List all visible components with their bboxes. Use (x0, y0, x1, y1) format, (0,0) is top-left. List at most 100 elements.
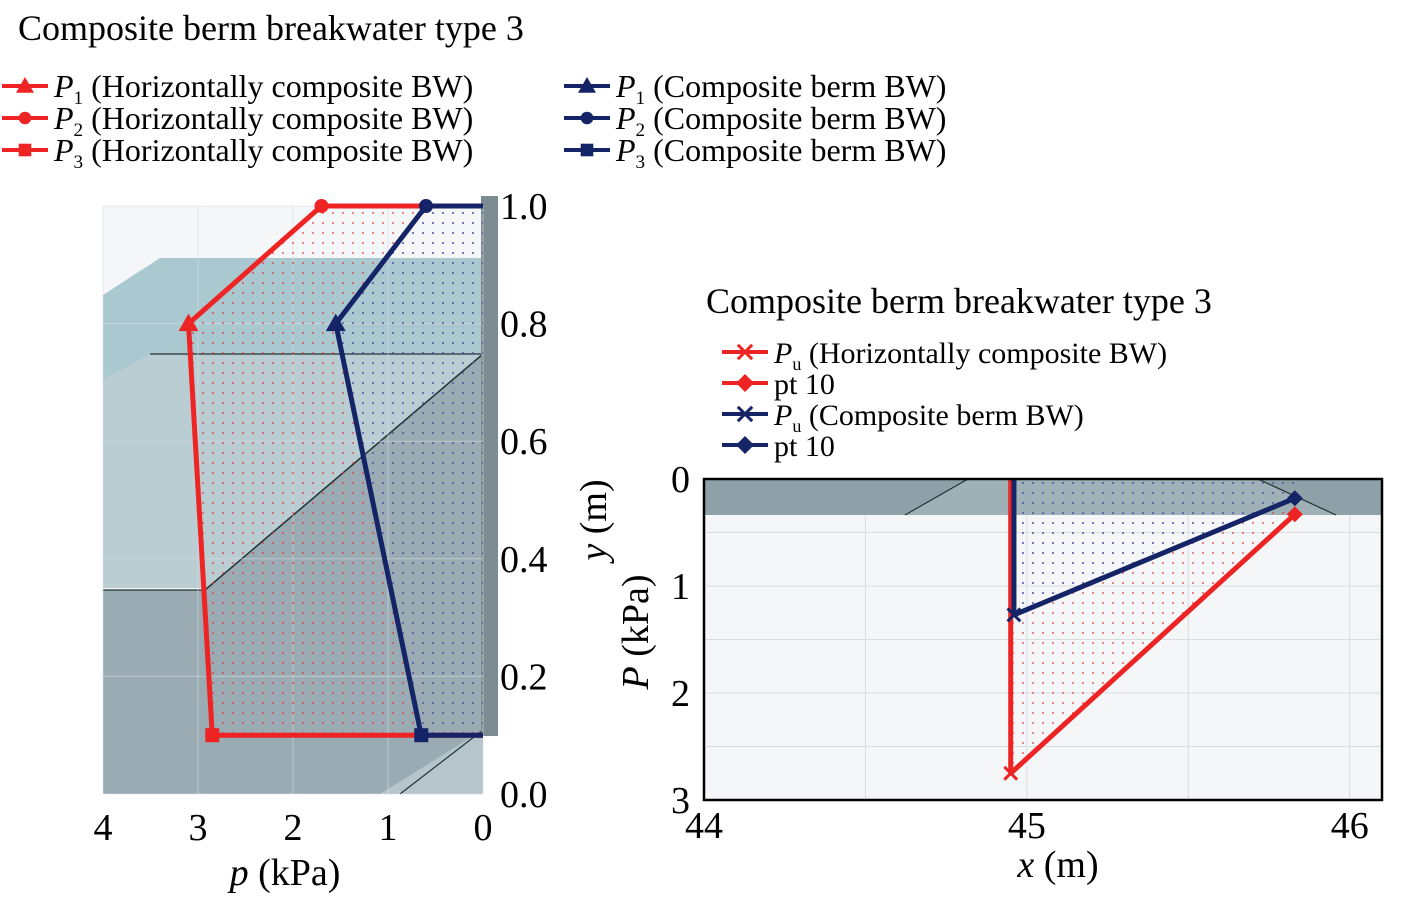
left-legend-entry-text: (Composite berm BW) (645, 68, 946, 104)
left-series-marker-berm-square (414, 728, 429, 743)
left-caisson-wall (481, 196, 498, 736)
left-legend-entry-label: P3 (Composite berm BW) (615, 132, 946, 173)
right-y-tick-label: 3 (671, 780, 690, 822)
right-legend-entry-label: Pu (Composite berm BW) (773, 399, 1084, 436)
left-axes: 4 3 2 1 00.0 0.2 0.4 0.6 0.8 1.0 (94, 186, 548, 849)
right-legend-entry-subscript: u (792, 416, 801, 436)
left-legend-entry-1: P2 (Horizontally composite BW) (2, 100, 473, 141)
left-legend-entry-marker-icon (18, 143, 32, 157)
left-y-tick-label: 0.2 (500, 656, 548, 698)
left-legend-entry-text: (Horizontally composite BW) (83, 132, 473, 168)
left-legend-entry-text: (Composite berm BW) (645, 132, 946, 168)
right-legend-entry-subscript: u (792, 354, 801, 374)
left-legend-entry-label: P2 (Composite berm BW) (615, 100, 946, 141)
left-legend-entry-subscript: 3 (74, 152, 84, 173)
right-plot-frame (702, 477, 1384, 802)
left-legend-entry-label: P2 (Horizontally composite BW) (53, 100, 473, 141)
right-legend-entry-marker-icon-stroke-b (736, 405, 754, 423)
right-area-berm (1013, 479, 1295, 615)
right-legend-entry-symbol: P (773, 337, 792, 370)
right-legend-entry-marker-icon (736, 374, 754, 392)
left-legend-entry-2: P3 (Horizontally composite BW) (2, 132, 473, 173)
right-series-marker-horiz-x-stroke-b (1003, 765, 1019, 781)
right-series-marker-berm-x (1006, 607, 1022, 623)
left-legend-entry-symbol: P (53, 132, 74, 168)
left-legend-entry-label: P1 (Composite berm BW) (615, 68, 946, 109)
right-plot-area (1003, 479, 1303, 781)
right-legend-entry-marker-icon (736, 436, 754, 454)
right-chart-title: Composite berm breakwater type 3 (706, 281, 1212, 321)
left-legend-entry-label: P3 (Horizontally composite BW) (53, 132, 473, 173)
left-legend-entry-text: (Horizontally composite BW) (83, 68, 473, 104)
left-series-marker-horiz-triangle (178, 313, 199, 332)
right-legend-entry-1: pt 10 (722, 368, 835, 401)
left-legend-entry-symbol: P (615, 68, 636, 104)
right-series-marker-horiz-x (1003, 765, 1019, 781)
left-plot-area (178, 199, 483, 743)
left-legend-entry-text: (Composite berm BW) (645, 100, 946, 136)
left-legend-entry-text: (Horizontally composite BW) (83, 100, 473, 136)
right-legend-entry-text: pt 10 (774, 368, 835, 401)
left-y-axis-label: y (m) (573, 479, 615, 564)
left-legend-entry-4: P2 (Composite berm BW) (564, 100, 946, 141)
right-legend-entry-text: (Composite berm BW) (801, 399, 1083, 432)
left-x-tick-label: 3 (189, 807, 208, 849)
left-legend-entry-0: P1 (Horizontally composite BW) (2, 68, 473, 109)
left-y-tick-label: 1.0 (500, 186, 548, 228)
right-legend-entry-label: Pu (Horizontally composite BW) (773, 337, 1167, 374)
right-series-marker-horiz-diamond (1286, 506, 1303, 523)
left-legend-entry-5: P3 (Composite berm BW) (564, 132, 946, 173)
left-x-axis-label: p (kPa) (227, 852, 341, 894)
right-y-tick-label: 2 (671, 673, 690, 715)
left-legend-entry-symbol: P (53, 100, 74, 136)
right-x-axis-label: x (m) (1016, 844, 1098, 886)
right-axes: 44 45 46 0 1 2 3 (671, 459, 1384, 847)
left-series-marker-horiz-square (205, 728, 220, 743)
right-legend-entry-label: pt 10 (774, 430, 835, 463)
right-y-tick-label: 0 (671, 459, 690, 501)
left-series-marker-berm-triangle (325, 313, 346, 332)
right-x-tick-label: 44 (685, 805, 723, 847)
right-series-marker-berm-x-stroke-b (1006, 607, 1022, 623)
left-legend-entry-subscript: 1 (74, 88, 84, 109)
left-toe-edge (399, 729, 484, 795)
left-y-tick-label: 0.8 (500, 304, 548, 346)
left-legend-entry-subscript: 3 (636, 152, 646, 173)
right-chart: Composite berm breakwater type 3 Pu (Hor… (615, 281, 1384, 886)
left-legend-entry-subscript: 2 (74, 120, 84, 141)
left-legend-entry-3: P1 (Composite berm BW) (564, 68, 946, 109)
left-y-tick-label: 0.6 (500, 421, 548, 463)
left-legend-entry-marker-icon (16, 77, 34, 93)
right-y-axis-label: P (kPa) (615, 574, 657, 690)
left-chart-title: Composite berm breakwater type 3 (18, 8, 524, 48)
left-legend-entry-symbol: P (53, 68, 74, 104)
left-legend-entry-subscript: 2 (636, 120, 646, 141)
left-legend-entry-marker-icon (578, 77, 596, 93)
right-legend-entry-symbol: P (773, 399, 792, 432)
right-legend-entry-2: Pu (Composite berm BW) (722, 399, 1084, 436)
right-x-tick-label: 46 (1331, 805, 1369, 847)
right-legend-entry-0: Pu (Horizontally composite BW) (722, 337, 1167, 374)
right-legend-entry-marker-icon (736, 343, 754, 361)
left-y-tick-label: 0.4 (500, 539, 548, 581)
right-legend-entry-marker-icon (736, 405, 754, 423)
left-legend-entry-marker-icon (580, 143, 594, 157)
left-legend: P1 (Horizontally composite BW)P2 (Horizo… (2, 68, 946, 173)
left-x-tick-label: 0 (474, 807, 493, 849)
left-legend-entry-marker-icon (18, 111, 32, 125)
left-legend-entry-symbol: P (615, 100, 636, 136)
right-crest-edge-left (904, 478, 969, 516)
left-area-berm (335, 206, 483, 736)
left-y-tick-label: 0.0 (500, 774, 548, 816)
left-legend-entry-label: P1 (Horizontally composite BW) (53, 68, 473, 109)
right-series-marker-berm-diamond (1286, 490, 1303, 507)
right-legend-entry-3: pt 10 (722, 430, 835, 463)
right-legend-entry-text: (Horizontally composite BW) (801, 337, 1167, 370)
left-toe (380, 730, 483, 794)
right-x-tick-label: 45 (1008, 805, 1046, 847)
right-y-tick-label: 1 (671, 566, 690, 608)
left-legend-entry-marker-icon (580, 111, 594, 125)
left-x-tick-label: 2 (284, 807, 303, 849)
